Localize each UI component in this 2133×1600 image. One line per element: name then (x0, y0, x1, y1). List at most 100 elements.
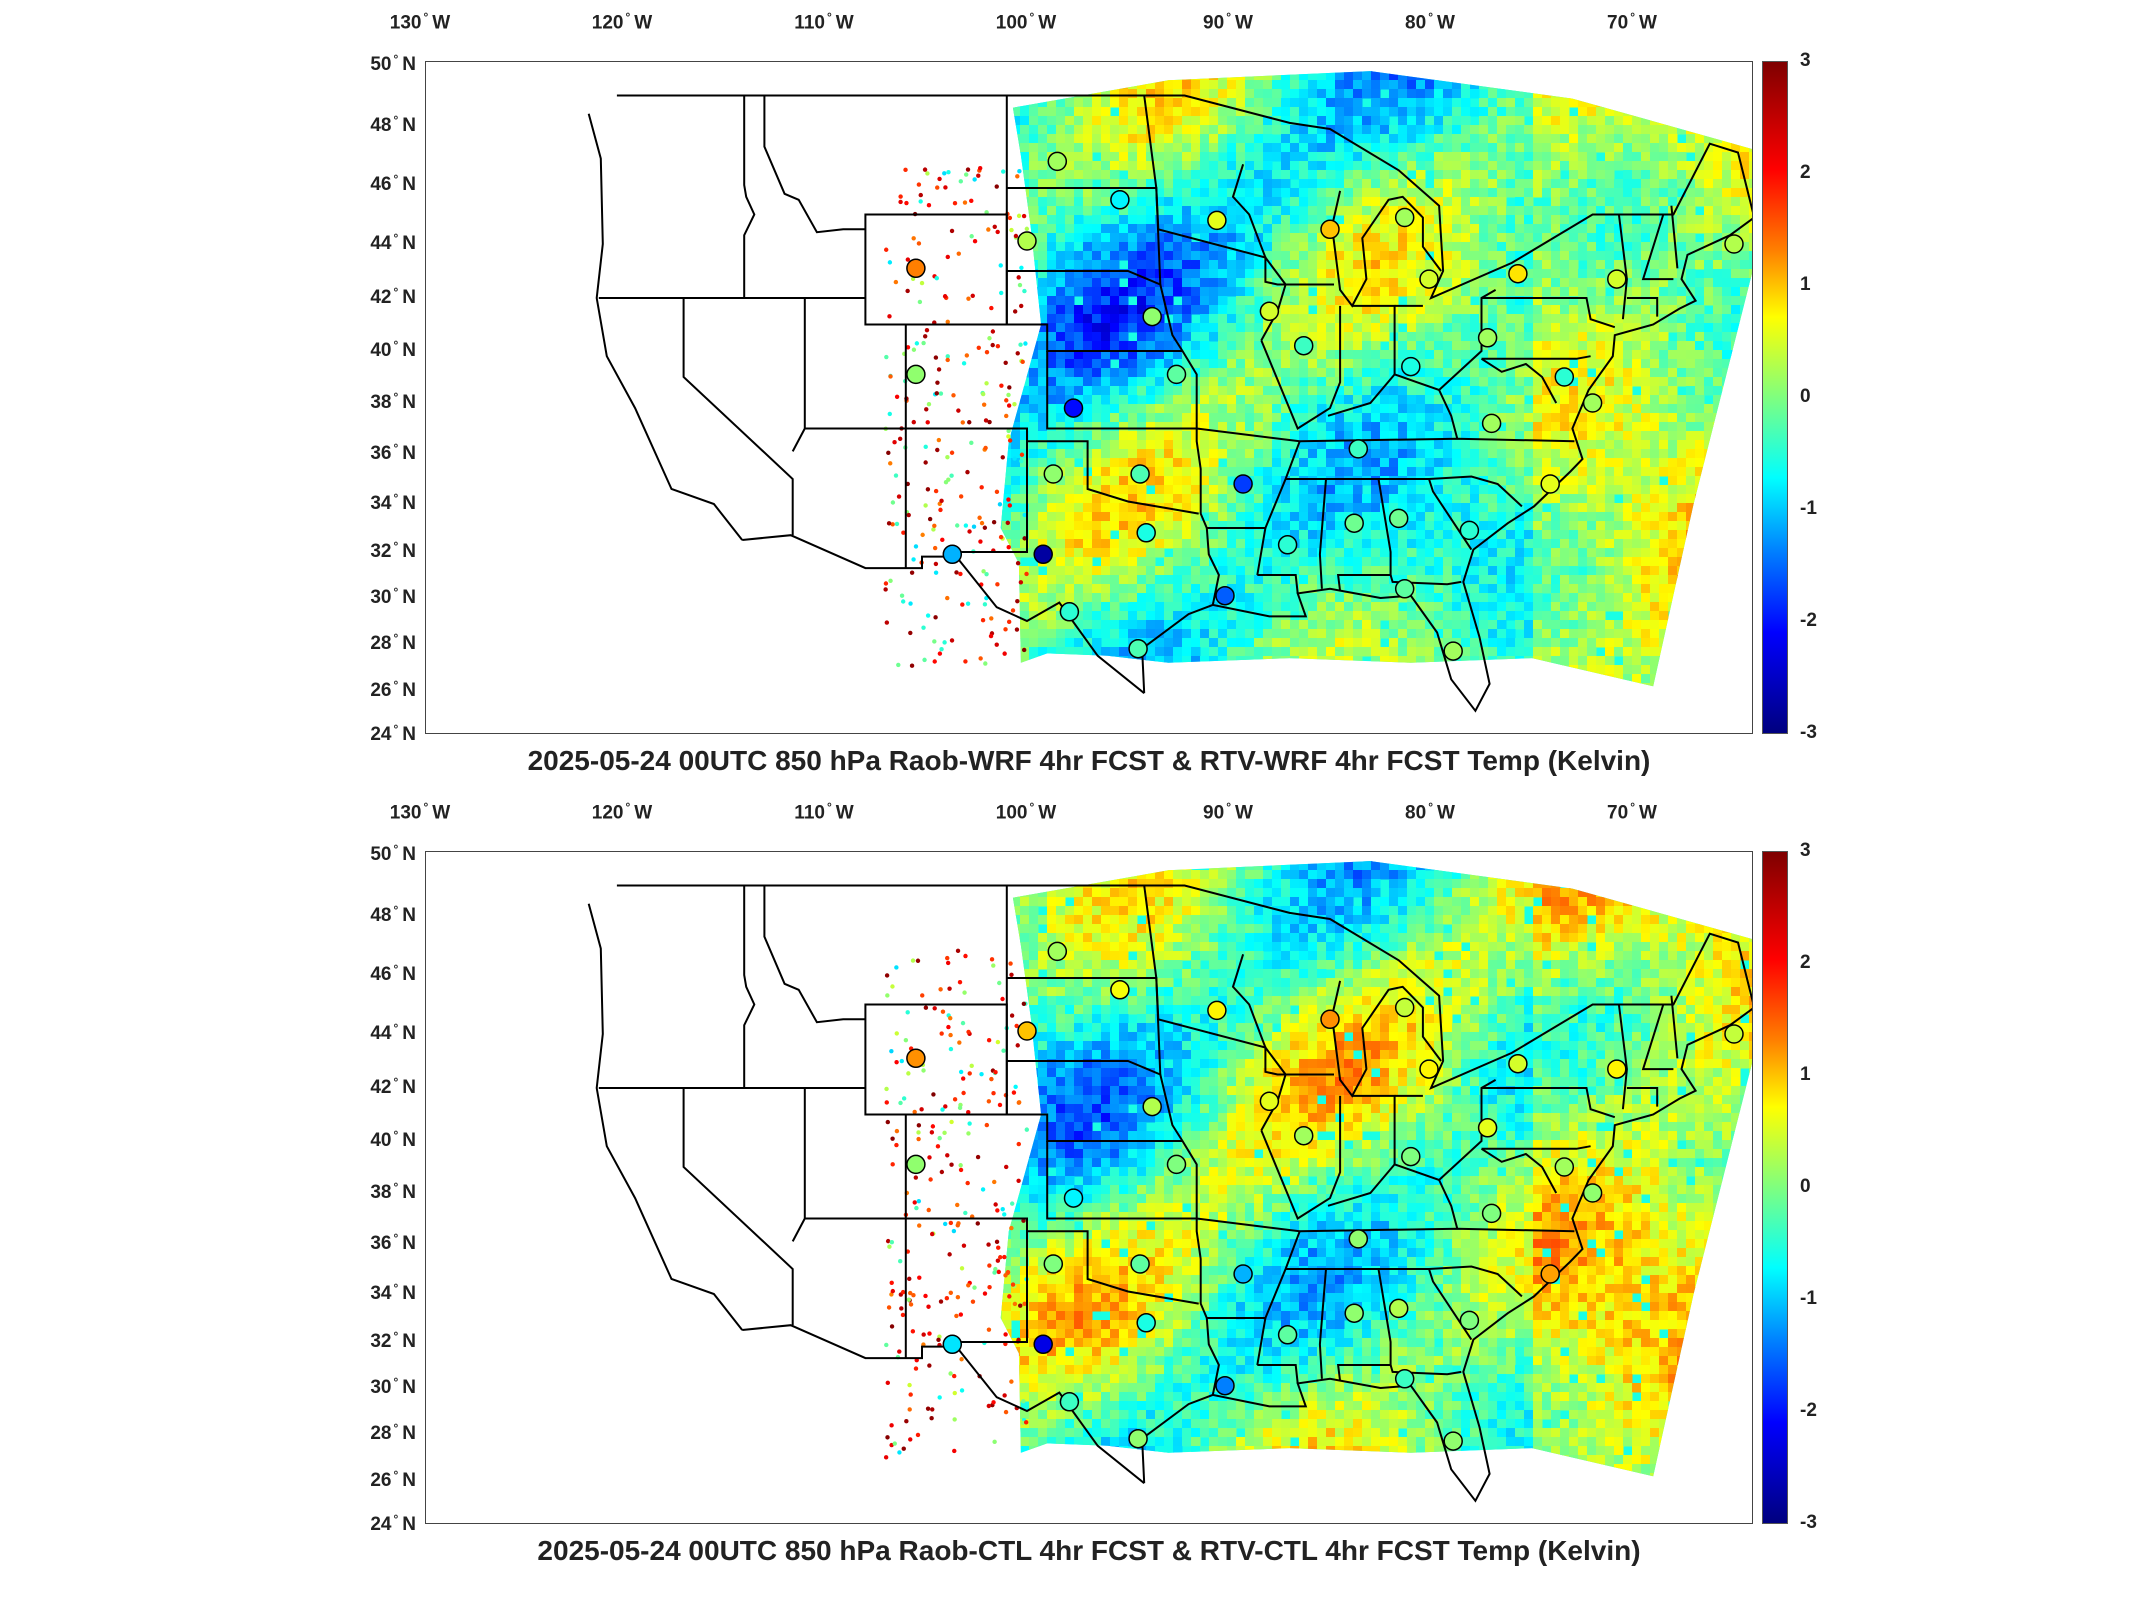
field-cell (1218, 377, 1228, 387)
field-cell (1083, 332, 1093, 342)
field-cell (1317, 170, 1327, 180)
field-cell (1263, 98, 1273, 108)
field-cell (1137, 215, 1147, 225)
field-cell (1092, 449, 1102, 459)
field-cell (894, 386, 904, 396)
field-cell (1506, 377, 1516, 387)
field-cell (1308, 170, 1318, 180)
field-cell (1650, 89, 1660, 99)
field-cell (1389, 179, 1399, 189)
field-cell (1560, 332, 1570, 342)
field-cell (1578, 242, 1588, 252)
field-cell (1164, 332, 1174, 342)
field-cell (1686, 269, 1696, 279)
field-cell (1749, 386, 1752, 396)
field-cell (1272, 332, 1282, 342)
field-cell (1254, 188, 1264, 198)
field-cell (1299, 134, 1309, 144)
field-cell (1380, 107, 1390, 117)
field-cell (1731, 467, 1741, 477)
field-cell (822, 386, 832, 396)
field-cell (1092, 440, 1102, 450)
field-cell (1434, 296, 1444, 306)
field-cell (1308, 323, 1318, 333)
field-cell (1524, 89, 1534, 99)
field-cell (1416, 224, 1426, 234)
field-cell (1506, 323, 1516, 333)
field-cell (1686, 116, 1696, 126)
field-cell (1632, 224, 1642, 234)
field-cell (1713, 323, 1723, 333)
field-cell (1425, 233, 1435, 243)
field-cell (1218, 395, 1228, 405)
field-cell (1587, 431, 1597, 441)
field-cell (1281, 152, 1291, 162)
field-cell (1317, 89, 1327, 99)
field-cell (885, 305, 895, 315)
field-cell (1515, 296, 1525, 306)
field-cell (831, 440, 841, 450)
field-cell (1173, 107, 1183, 117)
field-cell (1092, 197, 1102, 207)
field-cell (1011, 251, 1021, 261)
field-cell (1695, 125, 1705, 135)
field-cell (1335, 89, 1345, 99)
field-cell (831, 269, 841, 279)
field-cell (1542, 395, 1552, 405)
field-cell (1110, 71, 1120, 81)
field-cell (1497, 107, 1507, 117)
field-cell (921, 251, 931, 261)
field-cell (1542, 116, 1552, 126)
field-cell (1155, 422, 1165, 432)
field-cell (966, 143, 976, 153)
field-cell (1173, 287, 1183, 297)
field-cell (1371, 143, 1381, 153)
field-cell (1335, 233, 1345, 243)
field-cell (1137, 152, 1147, 162)
field-cell (1722, 296, 1732, 306)
field-cell (1209, 449, 1219, 459)
field-cell (867, 404, 877, 414)
field-cell (1353, 71, 1363, 81)
field-cell (1155, 143, 1165, 153)
field-cell (1065, 116, 1075, 126)
field-cell (1695, 161, 1705, 171)
field-cell (1119, 476, 1129, 486)
field-cell (1164, 89, 1174, 99)
field-cell (1731, 332, 1741, 342)
field-cell (1029, 143, 1039, 153)
field-cell (1506, 341, 1516, 351)
field-cell (1155, 206, 1165, 216)
field-cell (867, 476, 877, 486)
field-cell (867, 170, 877, 180)
field-cell (1137, 116, 1147, 126)
field-cell (1614, 305, 1624, 315)
field-cell (1038, 449, 1048, 459)
field-cell (885, 179, 895, 189)
field-cell (1524, 260, 1534, 270)
field-cell (1560, 188, 1570, 198)
field-cell (849, 431, 859, 441)
field-cell (1083, 89, 1093, 99)
field-cell (1074, 107, 1084, 117)
field-cell (1461, 368, 1471, 378)
field-cell (1000, 125, 1003, 135)
field-cell (858, 134, 868, 144)
field-cell (1128, 485, 1138, 495)
field-cell (1191, 215, 1201, 225)
field-cell (1659, 143, 1669, 153)
field-cell (1659, 449, 1669, 459)
field-cell (1182, 377, 1192, 387)
field-cell (858, 413, 868, 423)
field-cell (1101, 197, 1111, 207)
field-cell (867, 161, 877, 171)
field-cell (921, 386, 931, 396)
field-cell (1146, 170, 1156, 180)
field-cell (1443, 134, 1453, 144)
field-cell (1506, 215, 1516, 225)
field-cell (1623, 71, 1633, 81)
map-frame[interactable] (425, 61, 1753, 734)
field-cell (1092, 395, 1102, 405)
field-cell (1074, 269, 1084, 279)
field-cell (1092, 458, 1102, 468)
